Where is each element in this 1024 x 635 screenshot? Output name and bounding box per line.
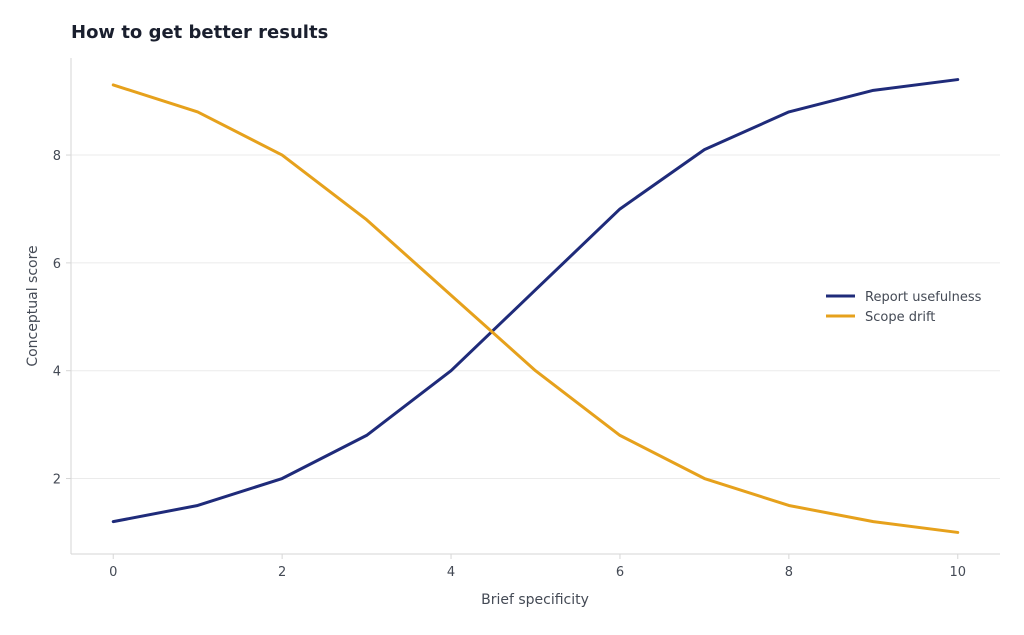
x-axis-label: Brief specificity [481,592,589,608]
x-tick-label-6: 6 [616,565,624,580]
axes [66,58,1000,559]
chart-title: How to get better results [71,22,329,43]
tick-labels: 2 4 6 8 0 2 4 6 8 10 [53,149,966,580]
series-line-scope-drift [111,83,960,534]
x-tick-label-0: 0 [109,565,117,580]
y-tick-label-2: 2 [53,473,61,488]
grid-lines [71,154,1000,480]
x-tick-label-2: 2 [278,565,286,580]
x-tick-label-4: 4 [447,565,455,580]
series-line-report-usefulness [111,78,960,524]
y-axis-label: Conceptual score [25,245,41,366]
y-tick-label-6: 6 [53,257,61,272]
legend-label-scope-drift: Scope drift [865,310,935,325]
y-tick-label-8: 8 [53,149,61,164]
series-lines [111,78,960,534]
x-tick-label-8: 8 [785,565,793,580]
legend: Report usefulness Scope drift [826,290,982,325]
x-tick-label-10: 10 [949,565,966,580]
legend-label-report-usefulness: Report usefulness [865,290,982,305]
y-tick-label-4: 4 [53,365,61,380]
